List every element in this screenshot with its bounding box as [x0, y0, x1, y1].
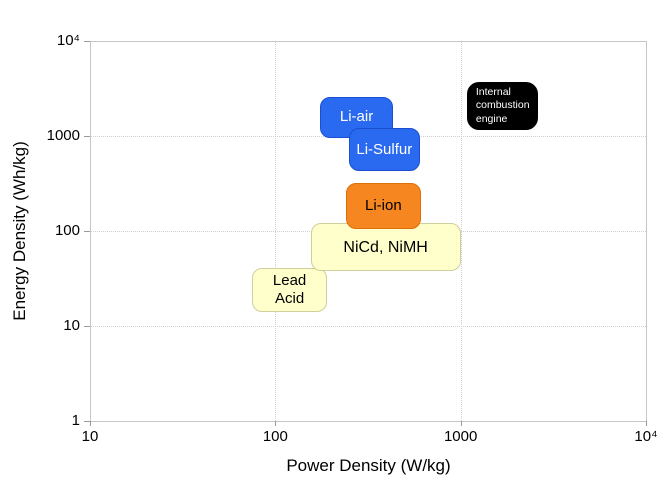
y-tick-mark: [84, 41, 90, 42]
y-tick-mark: [84, 326, 90, 327]
y-tick-label: 1: [71, 412, 80, 429]
x-tick-label: 10⁴: [634, 428, 658, 445]
x-tick-label: 100: [262, 428, 288, 445]
x-axis-title: Power Density (W/kg): [286, 456, 451, 475]
region-lead-acid: Lead Acid: [252, 267, 327, 313]
y-tick-label: 100: [54, 222, 80, 239]
region-li-ion: Li-ion: [345, 183, 421, 229]
y-tick-label: 1000: [46, 127, 80, 144]
y-tick-mark: [84, 231, 90, 232]
y-tick-label: 10⁴: [56, 32, 80, 49]
region-li-sulfur: Li-Sulfur: [349, 128, 420, 171]
y-tick-label: 10: [63, 317, 80, 334]
x-tick-label: 10: [81, 428, 99, 445]
region-ice: Internal combustion engine: [466, 82, 538, 131]
y-tick-mark: [84, 136, 90, 137]
y-tick-mark: [84, 421, 90, 422]
x-tick-mark: [90, 421, 91, 426]
region-nicd-nimh: NiCd, NiMH: [310, 223, 461, 271]
x-tick-mark: [646, 421, 647, 426]
x-tick-label: 1000: [443, 428, 478, 445]
y-gridline: [90, 326, 646, 327]
x-tick-mark: [460, 421, 462, 426]
x-tick-mark: [275, 421, 277, 426]
